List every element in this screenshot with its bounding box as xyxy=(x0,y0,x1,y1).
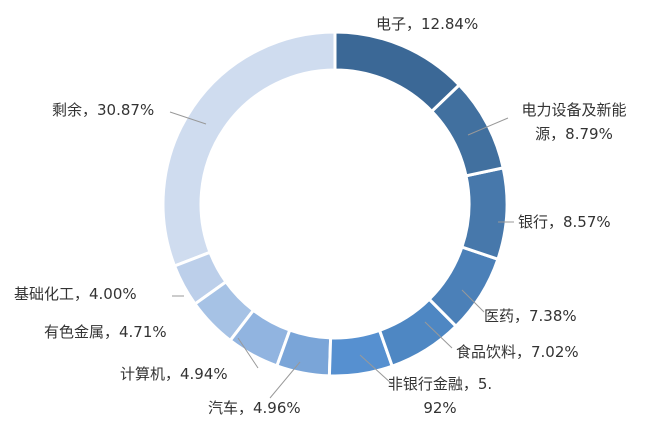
donut-slice xyxy=(161,30,337,268)
data-label: 非银行金融，5.92% xyxy=(387,375,493,417)
donut-slice xyxy=(327,328,395,378)
donut-slice xyxy=(429,82,505,178)
data-label: 银行，8.57% xyxy=(518,213,611,231)
leader-line xyxy=(467,117,509,136)
leader-line xyxy=(461,289,485,313)
leader-lines xyxy=(169,111,514,399)
leader-line xyxy=(237,337,259,369)
data-label: 电力设备及新能源，8.79% xyxy=(521,101,627,143)
leader-line xyxy=(424,321,453,349)
data-label: 医药，7.38% xyxy=(484,307,577,325)
data-label: 基础化工，4.00% xyxy=(14,285,137,303)
leader-line xyxy=(169,111,207,125)
donut-slice xyxy=(333,30,462,114)
data-label: 电子，12.84% xyxy=(376,15,479,33)
data-label: 食品饮料，7.02% xyxy=(456,343,579,361)
data-label: 剩余，30.87% xyxy=(52,101,155,119)
leader-line xyxy=(359,354,393,385)
donut-slice xyxy=(377,297,459,369)
donut-slice xyxy=(275,328,333,378)
donut-slice xyxy=(192,279,256,343)
donut-slice xyxy=(228,308,292,368)
data-label: 计算机，4.94% xyxy=(120,365,228,383)
data-label: 有色金属，4.71% xyxy=(44,323,167,341)
data-label: 汽车，4.96% xyxy=(208,399,301,417)
donut-slice xyxy=(427,245,500,329)
donut-slice xyxy=(460,166,509,262)
leader-line xyxy=(269,361,301,399)
